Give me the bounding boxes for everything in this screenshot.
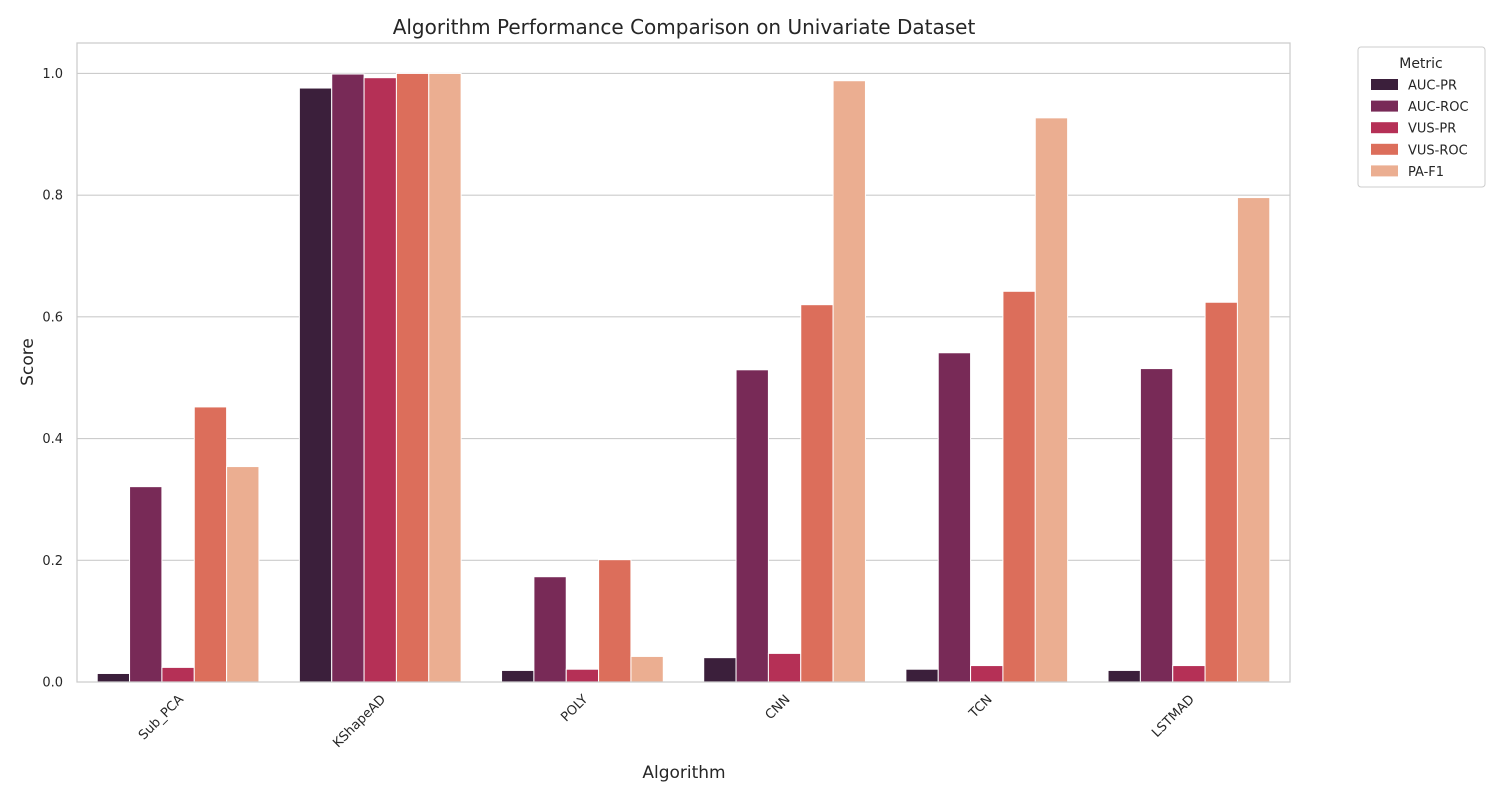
y-tick-labels: 0.0 0.2 0.4 0.6 0.8 1.0	[42, 67, 63, 691]
bar-auc-roc-tcn	[937, 352, 972, 683]
x-tick-label: POLY	[558, 692, 591, 725]
plot-frame	[76, 42, 1291, 683]
x-tick-label: Sub_PCA	[136, 692, 187, 743]
bar-pa-f1-kshapead	[428, 72, 462, 683]
y-tick-label: 0.2	[42, 554, 63, 569]
bar-auc-pr-cnn	[703, 657, 737, 683]
y-axis-label: Score	[18, 338, 38, 386]
bar-vus-pr-kshapead	[363, 77, 397, 683]
legend-swatch-vus-roc	[1371, 143, 1398, 155]
legend-label: PA-F1	[1408, 165, 1444, 180]
bar-auc-roc-cnn	[735, 369, 769, 683]
legend-swatch-pa-f1	[1371, 165, 1398, 177]
y-tick-label: 0.6	[42, 310, 63, 325]
legend-label: AUC-PR	[1408, 79, 1457, 94]
bar-vus-roc-lstmad	[1204, 301, 1238, 683]
y-tick-label: 0.0	[42, 676, 63, 691]
bar-vus-roc-poly	[598, 559, 632, 683]
legend-label: VUS-PR	[1408, 122, 1456, 137]
bar-pa-f1-cnn	[832, 80, 866, 683]
bar-vus-roc-kshapead	[395, 72, 430, 683]
bars	[96, 72, 1271, 683]
legend-items: AUC-PR AUC-ROC VUS-PR VUS-ROC PA-F1	[1371, 79, 1469, 180]
bar-auc-roc-kshapead	[331, 73, 365, 683]
x-tick-label: CNN	[763, 692, 794, 723]
bar-auc-pr-poly	[501, 669, 535, 683]
bar-pa-f1-poly	[630, 655, 664, 683]
bar-vus-roc-tcn	[1002, 290, 1036, 683]
chart-title: Algorithm Performance Comparison on Univ…	[393, 15, 976, 39]
bar-vus-roc-sub_pca	[193, 406, 228, 683]
legend-title: Metric	[1399, 56, 1443, 72]
x-tick-label: TCN	[966, 692, 996, 722]
bar-auc-pr-kshapead	[298, 87, 333, 683]
legend-swatch-auc-roc	[1371, 100, 1398, 112]
legend: Metric AUC-PR AUC-ROC VUS-PR VUS-ROC PA-F1	[1357, 46, 1486, 188]
bar-vus-pr-cnn	[767, 652, 802, 683]
legend-label: VUS-ROC	[1408, 143, 1468, 158]
bar-vus-pr-tcn	[970, 665, 1004, 683]
bar-vus-pr-lstmad	[1172, 665, 1206, 683]
legend-label: AUC-ROC	[1408, 100, 1469, 115]
bar-vus-pr-sub_pca	[161, 666, 195, 683]
bar-auc-pr-tcn	[905, 668, 939, 683]
bar-pa-f1-sub_pca	[226, 466, 260, 683]
bar-auc-pr-lstmad	[1107, 669, 1141, 683]
x-tick-label: LSTMAD	[1149, 692, 1197, 740]
bar-vus-roc-cnn	[800, 304, 834, 683]
x-tick-labels: Sub_PCA KShapeAD POLY CNN TCN LSTMAD	[136, 692, 1198, 751]
legend-swatch-vus-pr	[1371, 122, 1398, 134]
bar-pa-f1-tcn	[1034, 117, 1069, 683]
y-tick-label: 0.4	[42, 432, 63, 447]
bar-auc-pr-sub_pca	[96, 672, 131, 683]
y-tick-label: 0.8	[42, 189, 63, 204]
bar-vus-pr-poly	[565, 668, 600, 683]
bar-pa-f1-lstmad	[1236, 197, 1271, 683]
x-tick-label: KShapeAD	[330, 692, 389, 751]
x-axis-label: Algorithm	[642, 763, 725, 783]
bar-auc-roc-sub_pca	[129, 486, 163, 683]
y-tick-label: 1.0	[42, 67, 63, 82]
bar-auc-roc-lstmad	[1139, 368, 1174, 683]
bar-auc-roc-poly	[533, 576, 567, 683]
legend-swatch-auc-pr	[1371, 79, 1398, 90]
